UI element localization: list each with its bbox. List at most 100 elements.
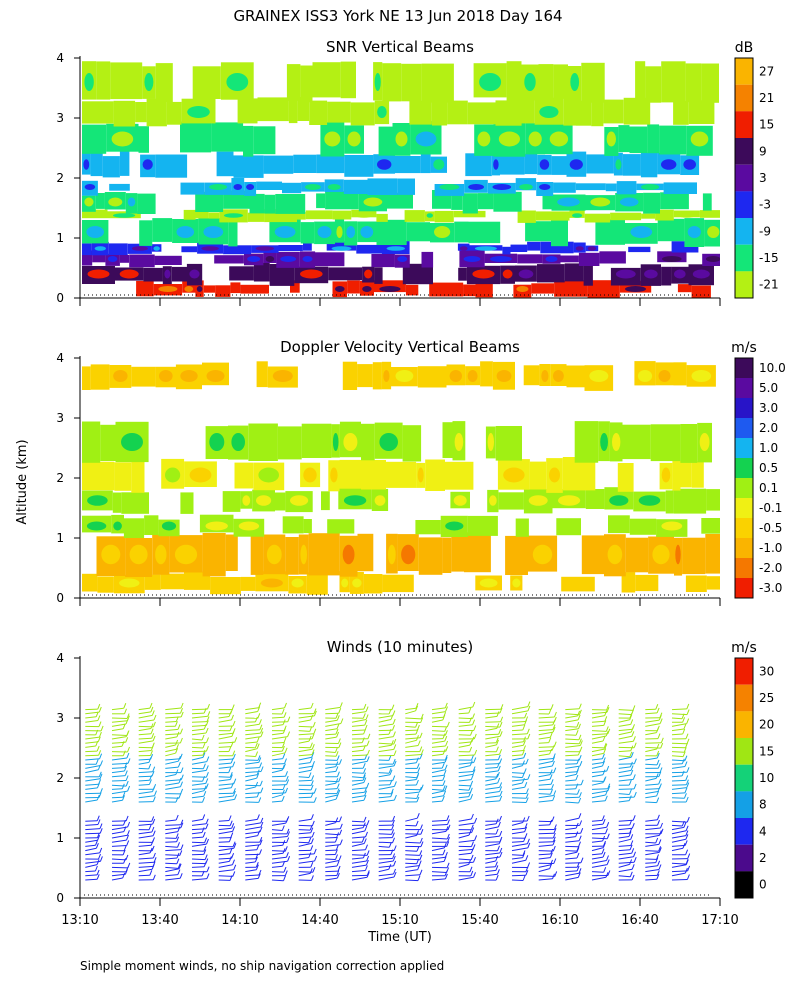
wind-barb [298, 796, 312, 799]
wind-barb-flag [606, 822, 610, 828]
wind-barb-flag [579, 746, 583, 752]
wind-barb-flag [682, 717, 686, 723]
colorbar-swatch [735, 58, 753, 85]
wind-barb-flag [340, 718, 344, 724]
wind-barb-flag [549, 748, 553, 755]
wind-barb-flag [285, 787, 288, 794]
colorbar-swatch [735, 871, 753, 898]
wind-barb [671, 723, 687, 727]
wind-barb [325, 794, 338, 799]
heatmap-cell [605, 183, 617, 192]
wind-barb [431, 788, 444, 791]
wind-barb [138, 758, 151, 761]
wind-barb [645, 757, 658, 761]
wind-barb-flag [419, 746, 423, 752]
heatmap-cell [585, 489, 605, 509]
heatmap-patch [519, 184, 533, 190]
wind-barb [618, 838, 631, 843]
wind-barb [565, 801, 579, 804]
wind-barb [671, 879, 688, 881]
panels: SNR Vertical Beams01234dB27211593-3-9-15… [56, 38, 785, 945]
wind-barb [165, 728, 179, 732]
wind-barb-flag [180, 781, 183, 787]
wind-barb-flag [497, 765, 501, 772]
plot-area [82, 361, 720, 595]
wind-barb [138, 784, 150, 786]
heatmap-patch [113, 213, 136, 218]
wind-barb-flag [473, 872, 476, 878]
wind-barb [165, 736, 177, 740]
heatmap-cell [203, 285, 216, 293]
heatmap-patch [524, 73, 536, 91]
wind-barb-flag [202, 797, 205, 803]
wind-barb [378, 873, 394, 877]
wind-barb-flag [575, 730, 579, 736]
wind-barb [645, 878, 657, 881]
wind-barb [565, 745, 581, 748]
wind-barb-flag [310, 845, 314, 851]
wind-barb-flag [338, 776, 342, 782]
wind-barb-flag [125, 815, 129, 822]
wind-profile [191, 703, 211, 881]
heatmap-patch [637, 370, 653, 382]
wind-barb-flag [148, 779, 152, 785]
heatmap-patch [439, 184, 460, 190]
heatmap-cell [195, 191, 224, 212]
wind-barb-flag [96, 874, 100, 880]
wind-barb-flag [127, 821, 131, 828]
heatmap-cell [595, 219, 625, 245]
heatmap-cell [659, 125, 687, 155]
wind-barb [165, 707, 182, 711]
wind-barb [351, 749, 364, 753]
heatmap-cell [584, 213, 611, 223]
y-tick-label: 1 [56, 831, 64, 845]
wind-barb [191, 712, 205, 715]
colorbar-swatch [735, 738, 753, 765]
wind-barb [565, 870, 578, 873]
wind-barb [405, 733, 417, 736]
wind-barb-flag [579, 760, 583, 767]
wind-barb-flag [174, 721, 178, 727]
wind-barb-flag [339, 702, 343, 708]
wind-barb-flag [604, 795, 608, 801]
wind-barb-flag [392, 731, 396, 737]
heatmap-cell [495, 426, 522, 461]
heatmap-cell [417, 366, 447, 388]
wind-barb [85, 741, 99, 744]
wind-barb [85, 874, 98, 877]
colorbar-label: 2.0 [759, 421, 778, 435]
wind-barb [565, 836, 576, 839]
wind-barb [511, 854, 524, 856]
heatmap-cell [216, 151, 234, 177]
wind-barb [645, 869, 660, 873]
wind-barb [351, 849, 366, 852]
colorbar-swatch [735, 478, 753, 498]
wind-barb-flag [256, 814, 260, 820]
wind-barb-flag [472, 713, 475, 719]
wind-barb [511, 801, 527, 803]
wind-barb [138, 831, 152, 835]
wind-barb-flag [658, 771, 662, 777]
wind-barb-flag [578, 703, 582, 709]
wind-barb [565, 719, 579, 723]
x-tick-label: 16:40 [621, 913, 658, 928]
wind-barb-flag [363, 768, 366, 774]
wind-barb [351, 776, 364, 779]
heatmap-cell [477, 193, 494, 210]
wind-barb [671, 820, 688, 823]
wind-barb [671, 838, 687, 843]
wind-barb [218, 735, 232, 740]
wind-barb [191, 795, 204, 799]
heatmap-patch [678, 213, 696, 218]
wind-barb-flag [256, 736, 260, 743]
wind-barb-flag [527, 774, 531, 780]
heatmap-cell [705, 534, 720, 574]
wind-barb-flag [442, 780, 446, 786]
heatmap-cell [586, 154, 614, 174]
wind-barb-flag [392, 837, 395, 843]
wind-barb-flag [259, 837, 263, 843]
heatmap-cell [357, 364, 373, 388]
heatmap-patch [699, 433, 710, 451]
wind-barb [405, 758, 421, 761]
heatmap-cell [551, 156, 567, 175]
